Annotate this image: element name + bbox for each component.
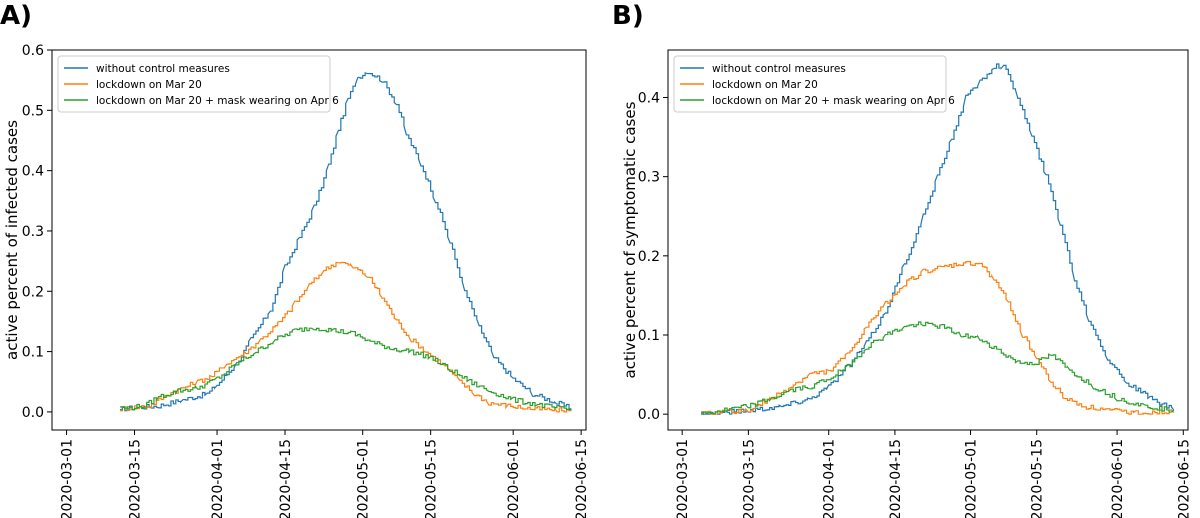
legend-entry: without control measures <box>96 63 230 75</box>
panel-label: B) <box>612 1 644 31</box>
panel-label: A) <box>0 1 32 31</box>
x-tick-label: 2020-06-01 <box>1110 439 1126 518</box>
x-tick-label: 2020-03-15 <box>741 439 757 518</box>
legend-box <box>673 55 947 113</box>
x-tick-label: 2020-03-01 <box>60 439 76 518</box>
legend-entry: lockdown on Mar 20 + mask wearing on Apr… <box>712 95 955 107</box>
x-tick-label: 2020-06-15 <box>1176 439 1192 518</box>
y-tick-label: 0.3 <box>638 170 660 186</box>
legend-entry: lockdown on Mar 20 + mask wearing on Apr… <box>96 95 339 107</box>
legend-box <box>57 55 331 113</box>
x-tick-label: 2020-05-01 <box>356 439 372 518</box>
y-axis-label: active percent of symptomatic cases <box>621 101 639 378</box>
plot-frame <box>51 49 587 431</box>
y-tick-label: 0.4 <box>22 164 44 180</box>
series-line-1 <box>701 63 1175 415</box>
y-tick-label: 0.0 <box>638 407 660 423</box>
x-tick-label: 2020-06-01 <box>506 439 522 518</box>
legend-entry: lockdown on Mar 20 <box>96 79 202 91</box>
y-tick-label: 0.5 <box>22 103 44 119</box>
y-tick-label: 0.1 <box>22 345 44 361</box>
x-tick-label: 2020-05-15 <box>1030 439 1046 518</box>
legend: without control measures lockdown on Mar … <box>57 55 339 113</box>
x-tick-label: 2020-05-15 <box>424 439 440 518</box>
legend: without control measures lockdown on Mar … <box>673 55 955 113</box>
x-tick-label: 2020-03-01 <box>675 439 691 518</box>
legend-entry: without control measures <box>712 63 846 75</box>
x-tick-label: 2020-04-15 <box>278 439 294 518</box>
y-axis-label: active percent of infected cases <box>3 120 21 360</box>
series-line-3 <box>119 327 572 411</box>
y-tick-label: 0.2 <box>638 249 660 265</box>
y-tick-label: 0.4 <box>638 91 660 107</box>
y-tick-label: 0.1 <box>638 328 660 344</box>
panel-b: B) 0.0 0.1 0.2 0.3 0.4 2020-03-01 2020-03-15 202… <box>612 1 1192 518</box>
x-tick-label: 2020-05-01 <box>964 439 980 518</box>
x-tick-label: 2020-04-15 <box>888 439 904 518</box>
y-tick-label: 0.0 <box>22 405 44 421</box>
series-line-2 <box>701 260 1175 415</box>
series-line-2 <box>119 261 572 413</box>
legend-entry: lockdown on Mar 20 <box>712 79 818 91</box>
plot-frame <box>667 49 1189 431</box>
x-tick-label: 2020-04-01 <box>210 439 226 518</box>
series-line-3 <box>701 321 1175 415</box>
series-line-1 <box>119 72 572 412</box>
x-tick-label: 2020-04-01 <box>822 439 838 518</box>
y-tick-label: 0.2 <box>22 284 44 300</box>
panel-a: A) 0.0 0.1 0.2 0.3 0.4 0.5 0.6 2020-03-01 2020-03… <box>0 1 590 518</box>
y-tick-label: 0.3 <box>22 224 44 240</box>
x-tick-label: 2020-06-15 <box>574 439 590 518</box>
y-tick-label: 0.6 <box>22 43 44 59</box>
x-tick-label: 2020-03-15 <box>128 439 144 518</box>
